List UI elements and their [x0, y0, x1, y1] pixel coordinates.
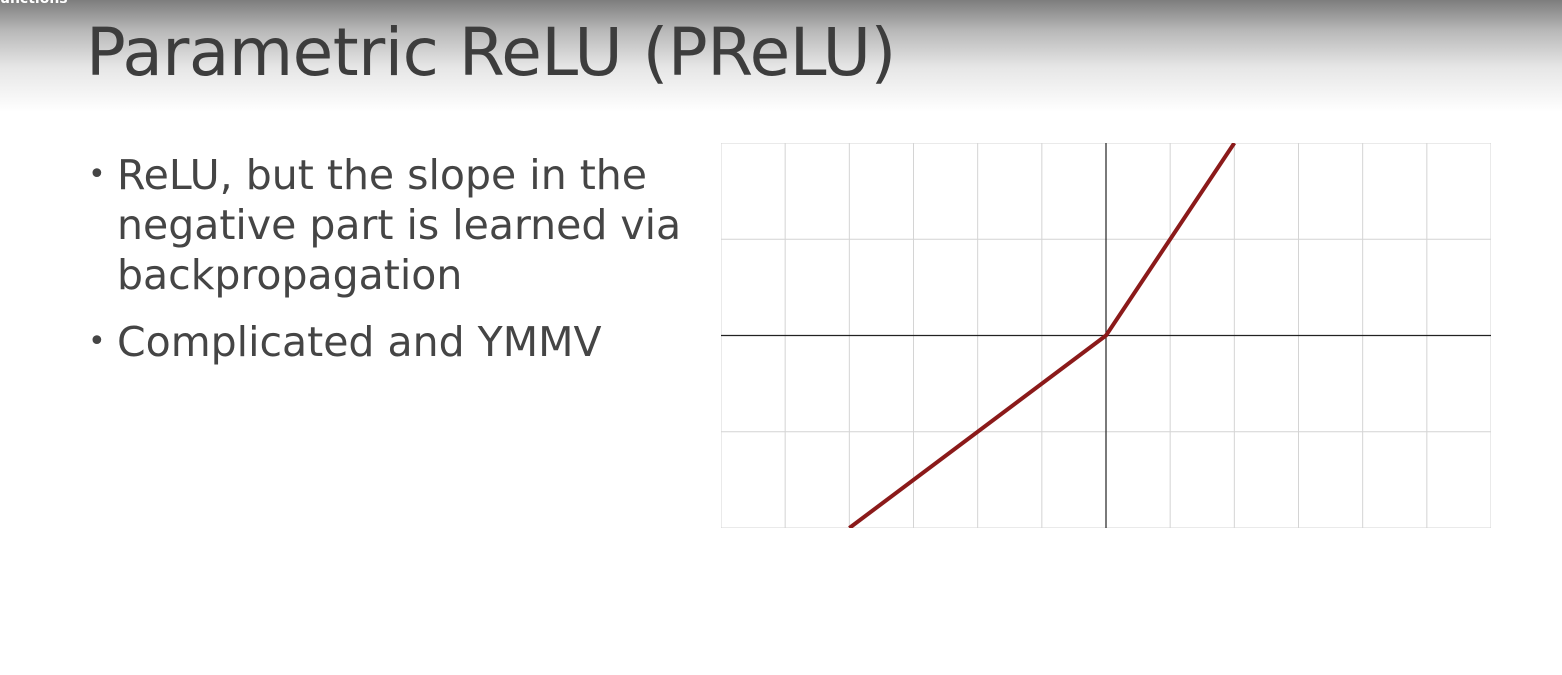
prelu-series-line	[848, 143, 1236, 528]
bullet-item: • Complicated and YMMV	[86, 317, 686, 367]
title-band: unctions	[0, 0, 1562, 112]
slide-title: Parametric ReLU (PReLU)	[86, 14, 896, 91]
prelu-chart	[721, 143, 1491, 528]
bullet-item: • ReLU, but the slope in the negative pa…	[86, 150, 686, 300]
bullet-dot-icon: •	[88, 157, 106, 192]
bullet-text: ReLU, but the slope in the negative part…	[117, 151, 682, 299]
bullet-text: Complicated and YMMV	[117, 318, 602, 366]
bullet-list: • ReLU, but the slope in the negative pa…	[86, 150, 686, 384]
bullet-dot-icon: •	[88, 324, 106, 359]
section-label: unctions	[0, 0, 68, 7]
